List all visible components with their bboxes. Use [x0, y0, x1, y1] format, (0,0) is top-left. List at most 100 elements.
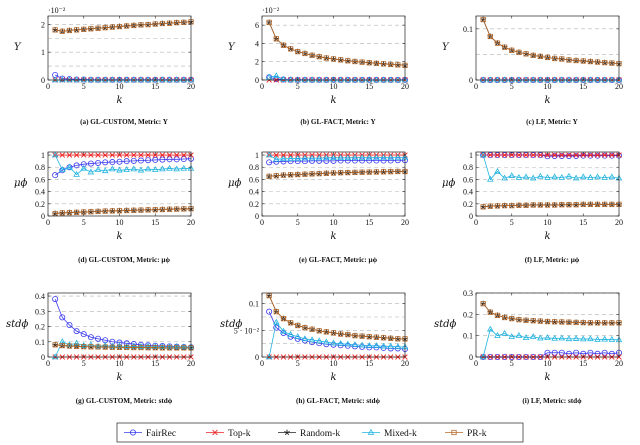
data-point [280, 42, 287, 48]
y-tick-label: 0 [41, 212, 45, 221]
data-point [309, 171, 315, 177]
data-point [480, 204, 486, 210]
legend-item-random-k: Random-k [278, 429, 340, 439]
data-point [352, 332, 358, 339]
data-point [73, 76, 80, 83]
data-point [523, 50, 529, 57]
y-tick-label: 0.3 [463, 289, 473, 298]
data-point [137, 157, 144, 164]
x-tick-label: 0 [260, 359, 264, 368]
data-point [494, 312, 501, 319]
data-point [608, 201, 615, 208]
data-point [558, 152, 565, 159]
data-point [87, 76, 95, 83]
y-tick-label: 2 [41, 20, 45, 29]
x-axis-label: k [544, 231, 550, 242]
x-tick-label: 10 [330, 359, 338, 368]
data-point [537, 202, 543, 208]
x-tick-label: 5 [510, 218, 514, 227]
data-point [80, 164, 88, 171]
x-axis-label: k [330, 231, 336, 242]
x-axis-label: k [544, 372, 550, 383]
data-point [487, 175, 494, 182]
data-point [330, 154, 337, 160]
data-point [380, 76, 387, 83]
y-tick-label: 2 [255, 58, 259, 67]
data-point [181, 152, 187, 158]
data-point [152, 156, 159, 163]
data-point [573, 349, 580, 356]
data-point [602, 320, 608, 326]
data-point [138, 207, 144, 213]
data-point [144, 165, 152, 172]
data-point [551, 334, 558, 341]
data-point [308, 154, 316, 161]
y-tick-label: 6 [255, 21, 259, 30]
y-tick-label: 0.4 [35, 188, 45, 197]
y-tick-label: 0 [255, 212, 259, 221]
x-axis-label: k [330, 372, 336, 383]
data-point [515, 332, 523, 338]
data-point [387, 153, 394, 160]
data-point [102, 208, 108, 214]
data-point [116, 208, 123, 214]
data-point [294, 76, 302, 83]
data-point [181, 345, 187, 351]
data-point [302, 50, 308, 57]
series-line [268, 295, 405, 340]
data-point [558, 56, 565, 62]
data-point [594, 59, 601, 65]
data-point [594, 320, 601, 326]
data-point [523, 317, 529, 323]
data-point [601, 59, 608, 66]
data-point [74, 209, 80, 215]
x-tick-label: 5 [296, 82, 300, 91]
data-point [573, 319, 579, 326]
x-tick-label: 15 [579, 359, 587, 368]
x-tick-label: 0 [46, 82, 50, 91]
data-point [330, 157, 337, 164]
data-point [537, 318, 543, 324]
data-point [173, 165, 180, 172]
legend-marker [367, 428, 375, 435]
y-tick-label: 0.2 [463, 310, 473, 319]
data-point [280, 327, 287, 334]
data-point [501, 329, 508, 336]
data-point [544, 334, 551, 340]
x-tick-label: 0 [260, 82, 264, 91]
y-axis-label: μϕ [442, 178, 455, 189]
data-point [174, 20, 180, 26]
data-point [273, 173, 279, 179]
y-tick-label: 1 [41, 48, 45, 57]
subplot-caption: (e) GL-FACT, Metric: μϕ [299, 256, 378, 264]
data-point [394, 62, 401, 68]
data-point [380, 168, 387, 175]
data-point [130, 165, 138, 172]
x-tick-label: 10 [330, 218, 338, 227]
data-point [123, 76, 130, 83]
data-point [544, 202, 551, 208]
data-point [130, 157, 137, 164]
data-point [145, 207, 151, 213]
series-line [269, 171, 405, 177]
data-point [330, 330, 337, 336]
data-point [330, 330, 337, 336]
data-point [137, 76, 145, 83]
data-point [537, 53, 544, 60]
data-point [501, 76, 508, 83]
series-pr-k [266, 19, 408, 68]
data-point [123, 166, 130, 172]
legend-item-mixed-k: Mixed-k [362, 428, 417, 439]
subplot-caption: (a) GL-CUSTOM, Metric: Y [80, 118, 169, 126]
data-point [330, 56, 337, 62]
legend-label: PR-k [467, 429, 487, 439]
data-point [587, 335, 594, 342]
data-point [579, 76, 587, 83]
data-point [51, 353, 59, 360]
data-point [380, 335, 387, 341]
data-point [522, 334, 530, 340]
data-point [580, 152, 586, 158]
data-point [573, 319, 579, 326]
data-point [280, 152, 287, 158]
x-tick-label: 10 [330, 82, 338, 91]
